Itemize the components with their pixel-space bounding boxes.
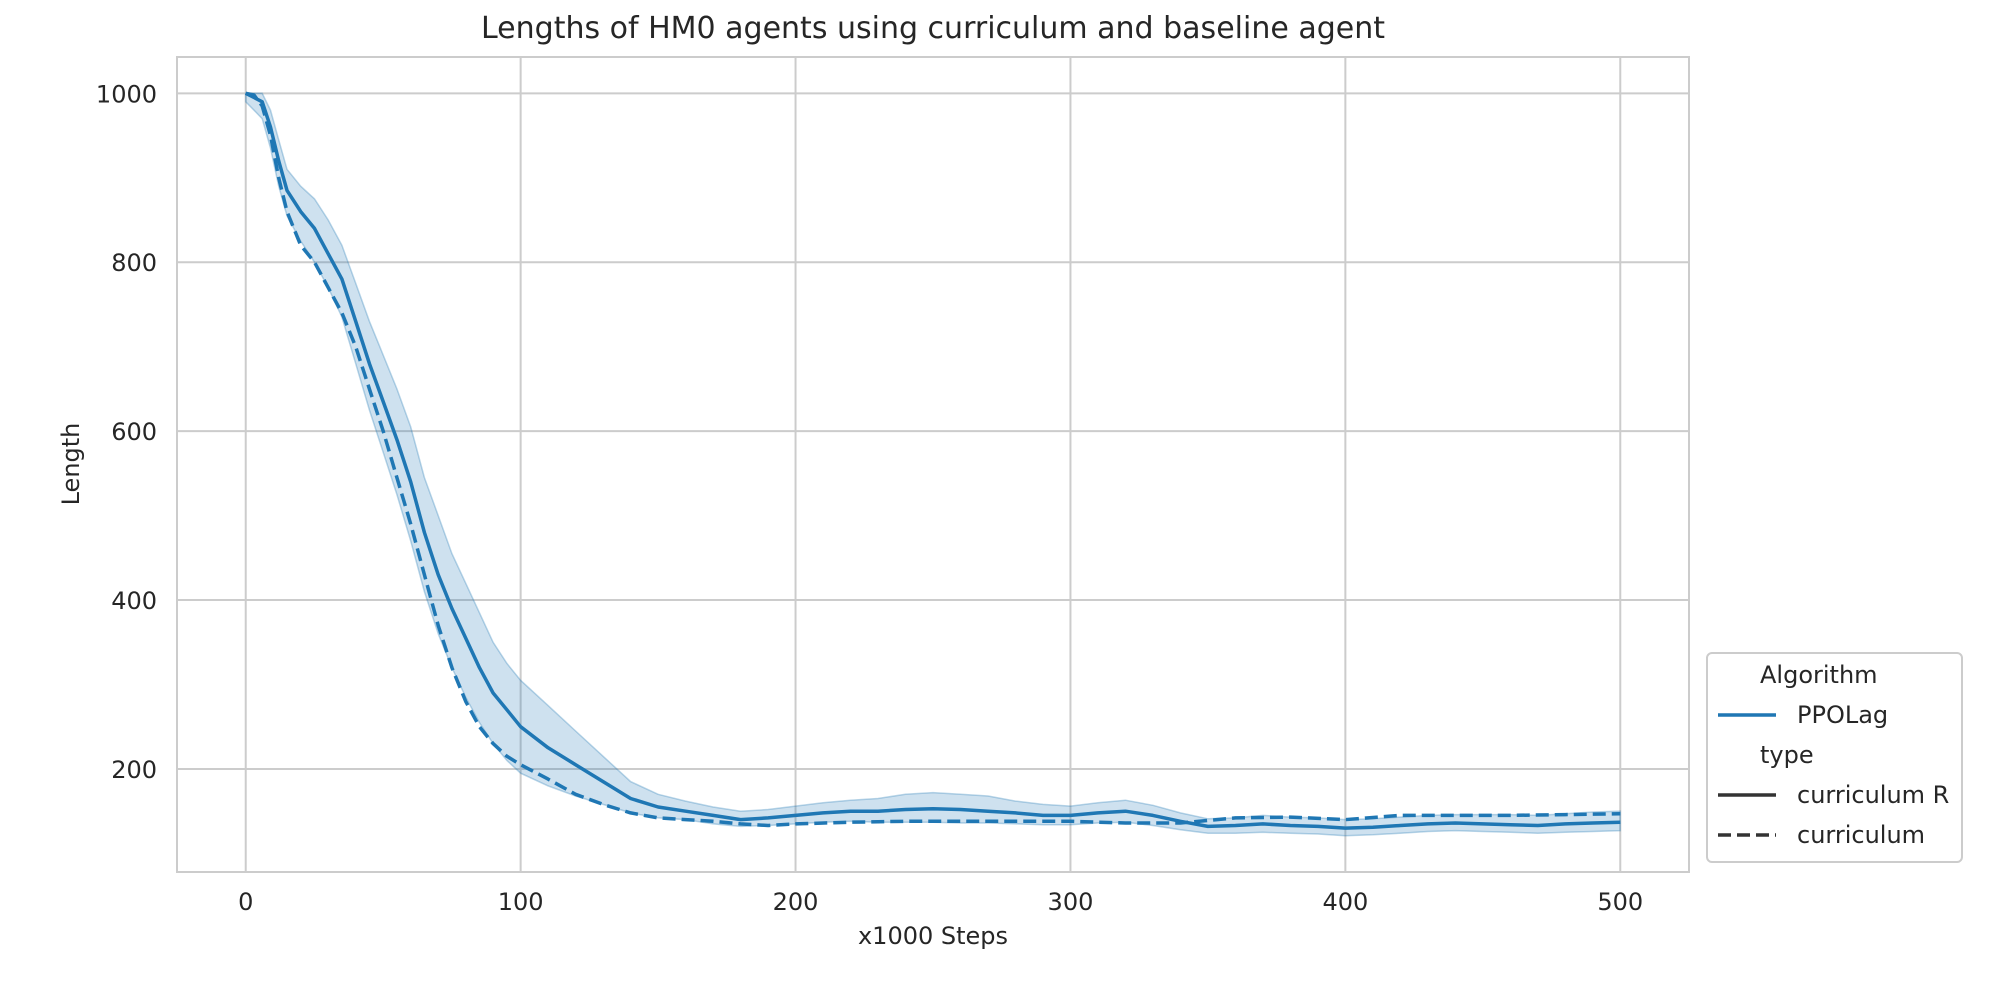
series-line-curriculum-r	[244, 91, 1621, 830]
y-axis-label: Length	[57, 423, 85, 506]
legend-title-algorithm: Algorithm	[1760, 661, 1878, 689]
y-tick-label: 800	[111, 249, 157, 277]
legend-label-ppolag: PPOLag	[1797, 701, 1888, 729]
x-tick-label: 300	[1048, 888, 1094, 916]
x-axis-label: x1000 Steps	[858, 922, 1008, 950]
y-tick-label: 400	[111, 587, 157, 615]
y-tick-label: 1000	[96, 80, 157, 108]
legend: Algorithm PPOLag type curriculum R curri…	[1706, 652, 1963, 863]
chart-title: Lengths of HM0 agents using curriculum a…	[481, 11, 1385, 46]
series-line-curriculum	[245, 91, 1621, 828]
y-tick-label: 600	[111, 418, 157, 446]
legend-title-type: type	[1760, 741, 1814, 769]
x-tick-label: 200	[773, 888, 819, 916]
series-lines	[244, 91, 1621, 830]
x-tick-label: 400	[1322, 888, 1368, 916]
y-tick-label: 200	[111, 756, 157, 784]
grid	[177, 57, 1689, 872]
x-tick-label: 500	[1597, 888, 1643, 916]
legend-label-curriculum-r: curriculum R	[1797, 781, 1949, 809]
legend-label-curriculum: curriculum	[1797, 821, 1925, 849]
x-tick-label: 0	[238, 888, 253, 916]
legend-frame	[1706, 652, 1963, 863]
x-tick-label: 100	[498, 888, 544, 916]
tick-labels: 0 100 200 300 400 500 200 400 600 800 1000	[96, 80, 1643, 916]
plot-frame	[176, 56, 1690, 873]
